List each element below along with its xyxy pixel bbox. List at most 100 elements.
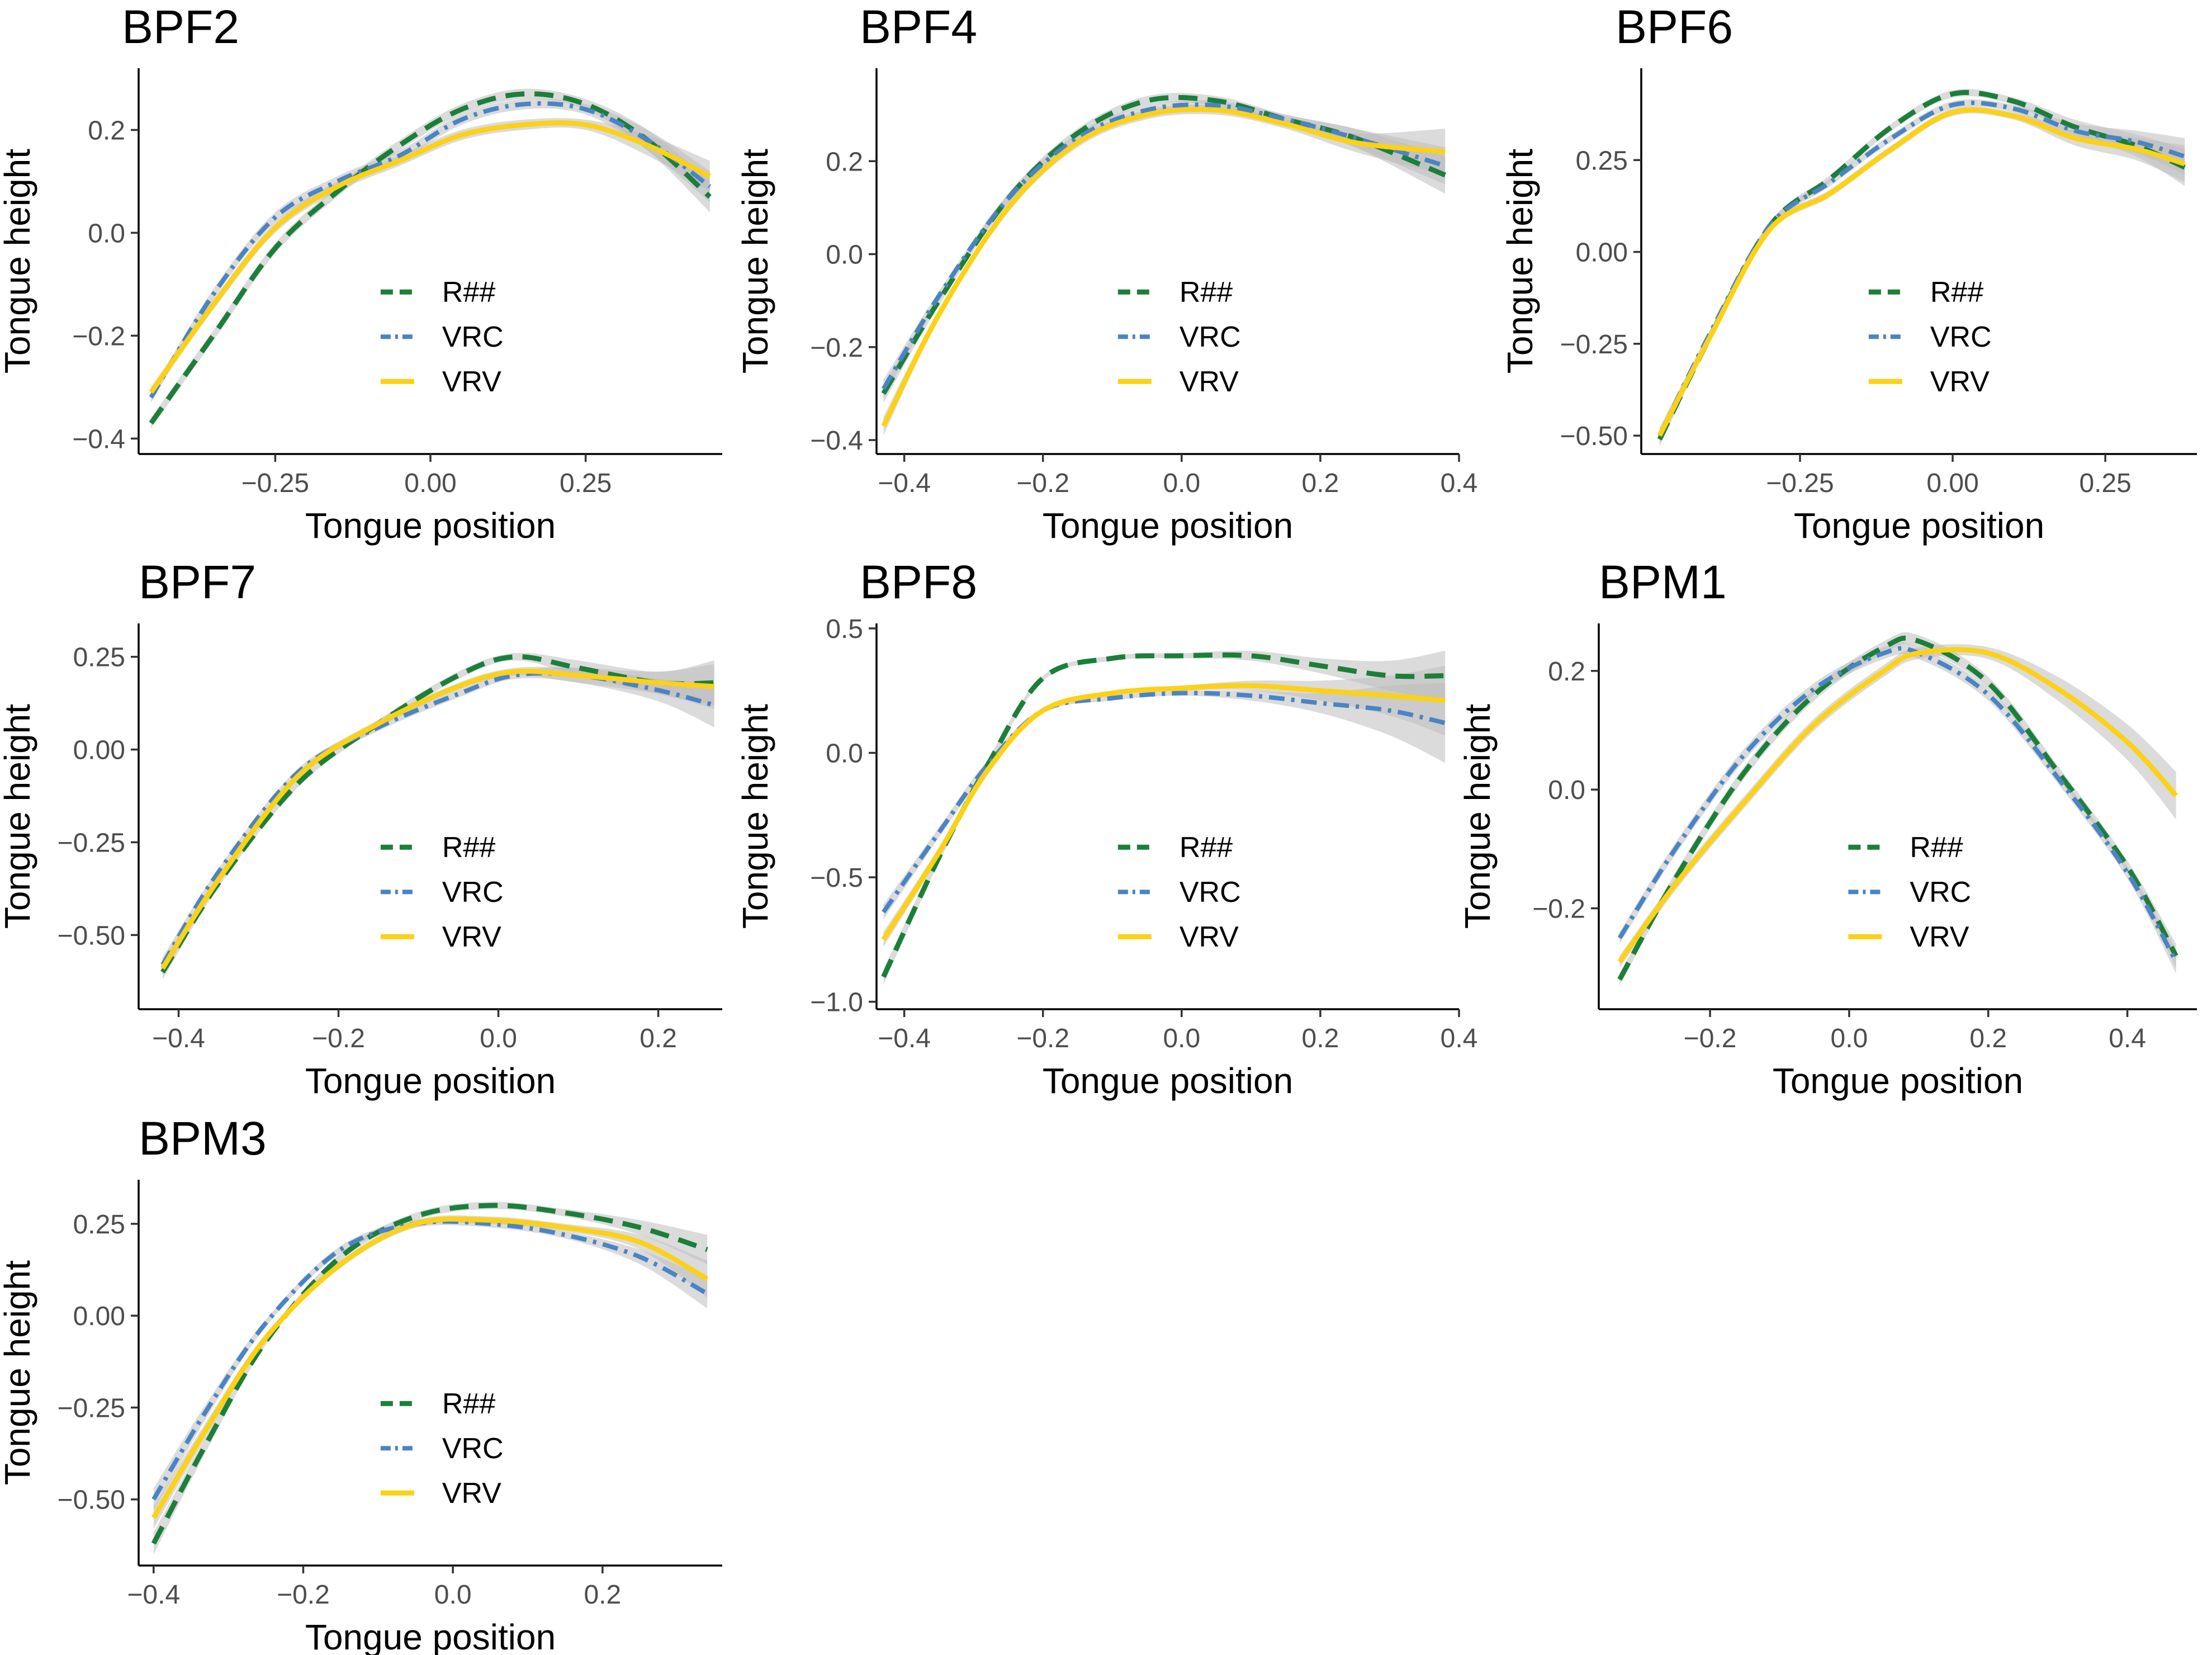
- legend-label: VRC: [442, 1432, 504, 1465]
- confidence-band-vrv: [151, 118, 710, 398]
- x-axis-title: Tongue position: [1043, 505, 1293, 546]
- x-tick-label: −0.4: [878, 1024, 931, 1053]
- legend-label: R##: [1930, 276, 1983, 309]
- x-axis-title: Tongue position: [1043, 1061, 1293, 1101]
- y-tick-label: −0.25: [58, 1393, 125, 1423]
- x-axis-title: Tongue position: [1773, 1061, 2023, 1101]
- chart-panel-bpm3: BPM3 −0.4 −0.2 0.0 0.2 −0.50 −0.25 0.00 0.25 Tong…: [0, 1112, 722, 1655]
- confidence-band-vrc: [153, 1218, 708, 1511]
- x-tick-label: 0.0: [480, 1024, 517, 1053]
- x-axis-title: Tongue position: [305, 1061, 556, 1101]
- y-tick-label: −0.4: [810, 426, 863, 456]
- x-tick-label: 0.0: [1163, 1024, 1200, 1053]
- x-tick-label: −0.2: [277, 1580, 330, 1610]
- legend: R## VRC VRV: [1868, 276, 1992, 398]
- series-line-vrv: [151, 1216, 709, 1519]
- y-tick-label: −0.50: [58, 1486, 125, 1515]
- y-tick-label: −0.2: [1532, 895, 1585, 924]
- y-tick-label: 0.25: [73, 643, 125, 673]
- y-axis-title: Tongue height: [0, 704, 37, 929]
- series-line-vrv: [1657, 107, 2186, 437]
- y-axis-title: Tongue height: [1457, 704, 1498, 929]
- legend-label: VRV: [442, 921, 501, 953]
- y-tick-label: 0.25: [1576, 146, 1628, 176]
- x-tick-label: −0.2: [1684, 1024, 1737, 1053]
- y-tick-label: 0.0: [826, 240, 863, 270]
- legend-label: VRC: [442, 321, 504, 353]
- confidence-band-vrc: [162, 667, 714, 972]
- x-tick-label: 0.2: [1302, 1024, 1339, 1053]
- confidence-band-vrv: [153, 1215, 708, 1529]
- x-tick-label: 0.00: [404, 469, 456, 498]
- y-tick-label: −0.50: [58, 921, 125, 951]
- series-line-vrv: [160, 668, 714, 970]
- legend: R## VRC VRV: [1117, 831, 1241, 953]
- y-tick-label: 0.5: [826, 614, 863, 644]
- y-tick-label: 0.00: [73, 736, 125, 765]
- series-line-vrv: [881, 107, 1446, 428]
- legend-label: VRV: [442, 366, 501, 398]
- chart-panel-bpf8: BPF8 −0.4 −0.2 0.0 0.2 0.4 −1.0 −0.5 0.0 0.5 Tongu…: [735, 556, 1477, 1101]
- x-tick-label: 0.2: [1302, 469, 1339, 498]
- y-tick-label: −0.50: [1560, 422, 1628, 451]
- y-tick-label: 0.00: [1576, 238, 1628, 268]
- chart-title: BPF6: [1616, 1, 1733, 53]
- chart-panel-bpm1: BPM1 −0.2 0.0 0.2 0.4 −0.2 0.0 0.2 Tongue positi…: [1457, 556, 2197, 1101]
- series-line-vrv: [1617, 647, 2178, 963]
- legend: R## VRC VRV: [380, 1388, 504, 1510]
- x-tick-label: 0.2: [584, 1580, 621, 1610]
- y-tick-label: 0.2: [826, 147, 863, 177]
- x-tick-label: −0.4: [878, 469, 931, 498]
- series-line-vrc: [881, 102, 1446, 390]
- legend-label: R##: [442, 831, 495, 864]
- confidence-band-rhh: [153, 1202, 708, 1555]
- legend-label: R##: [1180, 276, 1233, 309]
- x-tick-label: −0.2: [312, 1024, 365, 1053]
- y-tick-label: −0.25: [58, 828, 125, 858]
- chart-title: BPF2: [122, 1, 239, 53]
- x-tick-label: −0.2: [1016, 1024, 1069, 1053]
- x-tick-label: 0.4: [2109, 1024, 2146, 1053]
- confidence-band-vrc: [1659, 99, 2185, 443]
- y-axis-title: Tongue height: [735, 149, 775, 373]
- y-tick-label: −0.5: [810, 863, 863, 893]
- x-tick-label: 0.00: [1926, 469, 1978, 498]
- series-line-rhh: [151, 1203, 708, 1545]
- y-tick-label: −0.25: [1560, 330, 1628, 360]
- confidence-band-vrv: [162, 664, 714, 976]
- y-axis-title: Tongue height: [735, 704, 775, 929]
- legend-label: VRV: [1910, 921, 1969, 953]
- x-tick-label: −0.25: [241, 469, 309, 498]
- series-line-vrv: [149, 120, 711, 394]
- chart-panel-bpf7: BPF7 −0.4 −0.2 0.0 0.2 −0.50 −0.25 0.00 0.25 Tong…: [0, 556, 722, 1101]
- legend-label: VRV: [1180, 366, 1239, 398]
- x-tick-label: 0.25: [2079, 469, 2131, 498]
- legend: R## VRC VRV: [380, 276, 504, 398]
- series-line-vrc: [882, 691, 1446, 914]
- legend-label: R##: [1910, 831, 1963, 864]
- x-tick-label: −0.4: [152, 1024, 205, 1053]
- x-tick-label: 0.0: [1163, 469, 1200, 498]
- chart-title: BPM3: [139, 1112, 267, 1165]
- y-tick-label: 0.0: [88, 219, 125, 248]
- x-axis-title: Tongue position: [305, 1617, 556, 1655]
- legend-label: VRC: [1930, 321, 1992, 353]
- x-tick-label: −0.2: [1016, 469, 1069, 498]
- x-tick-label: 0.2: [1969, 1024, 2007, 1053]
- legend-label: VRV: [442, 1477, 501, 1510]
- series-line-rhh: [1617, 635, 2178, 981]
- y-tick-label: 0.25: [73, 1210, 125, 1240]
- x-tick-label: 0.4: [1441, 469, 1478, 498]
- legend-label: VRC: [442, 876, 504, 909]
- y-tick-label: 0.0: [826, 739, 863, 768]
- confidence-band-vrv: [1659, 106, 2185, 443]
- legend: R## VRC VRV: [380, 831, 504, 953]
- x-tick-label: 0.25: [560, 469, 612, 498]
- legend-label: R##: [1180, 831, 1233, 864]
- chart-panel-bpf6: BPF6 −0.25 0.00 0.25 −0.50 −0.25 0.00 0.25 Tongu…: [1500, 1, 2197, 546]
- chart-panel-bpf2: BPF2 −0.25 0.00 0.25 −0.4 −0.2 0.0 0.2 Tongue po…: [0, 1, 722, 546]
- y-tick-label: 0.2: [88, 116, 125, 145]
- series-line-vrv: [881, 683, 1446, 941]
- x-tick-label: 0.0: [1831, 1024, 1868, 1053]
